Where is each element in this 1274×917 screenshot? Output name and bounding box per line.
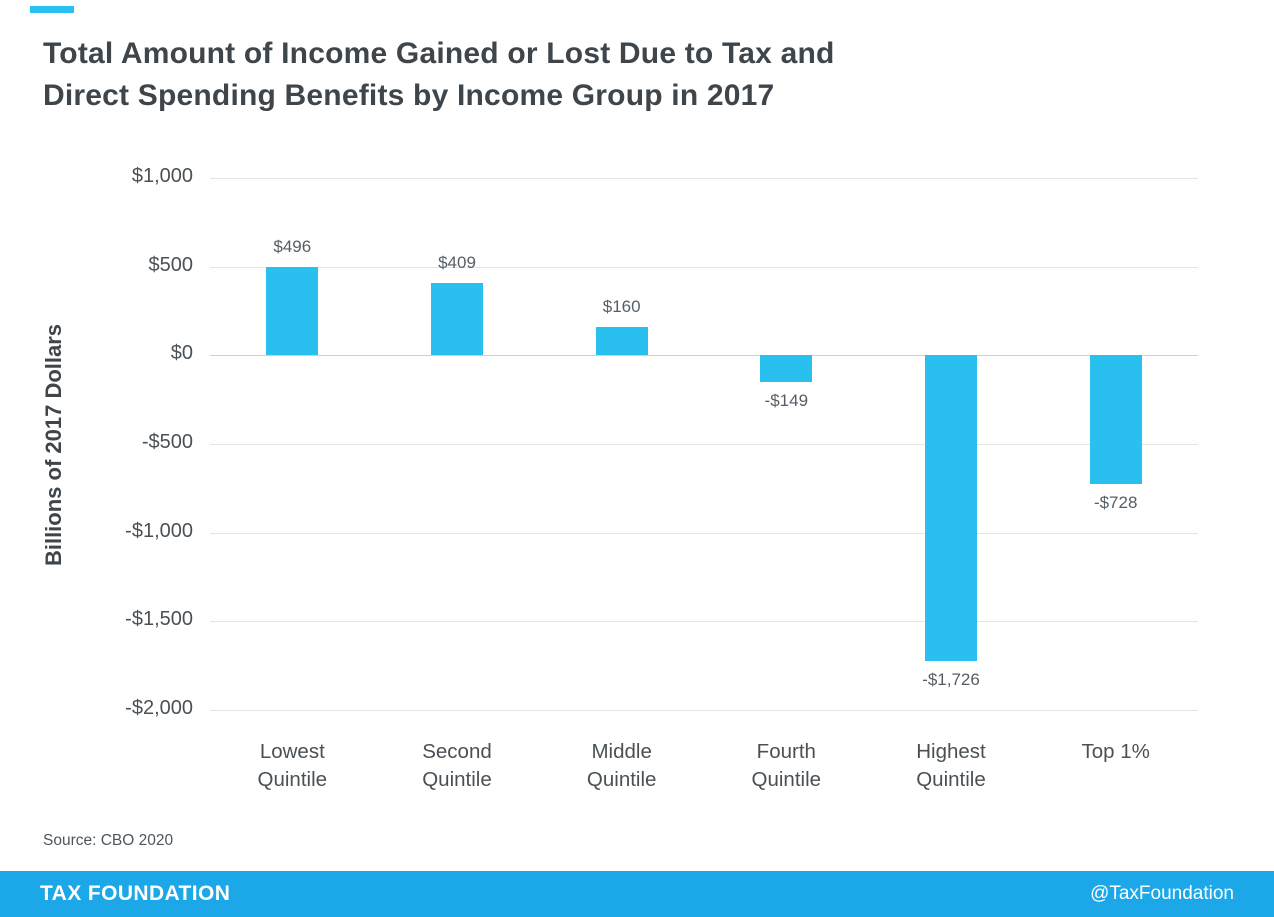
gridline <box>210 621 1198 623</box>
bar-value-label: -$149 <box>764 390 809 410</box>
bar-middle-quintile <box>595 327 648 356</box>
y-tick-label: $1,000 <box>131 165 193 187</box>
gridline <box>210 266 1198 268</box>
gridline <box>210 532 1198 534</box>
x-category-label: Highest Quintile <box>916 740 986 791</box>
gridline <box>210 444 1198 445</box>
bar-top-1 <box>1089 355 1142 485</box>
bar-second-quintile <box>431 282 483 356</box>
bar-value-label: -$728 <box>1093 493 1138 513</box>
bar-value-label: -$1,726 <box>922 670 980 690</box>
gridline <box>210 178 1198 179</box>
y-tick-label: -$1,500 <box>125 608 193 631</box>
y-tick-label: $0 <box>170 342 193 365</box>
x-category-label: Lowest Quintile <box>257 740 328 791</box>
zero-gridline <box>210 355 1198 357</box>
y-tick-label: $500 <box>148 253 194 276</box>
chart-title: Total Amount of Income Gained or Lost Du… <box>43 33 835 117</box>
top-accent-bar <box>30 6 74 13</box>
x-category-label: Middle Quintile <box>586 740 657 791</box>
footer-twitter-handle: @TaxFoundation <box>1090 883 1234 904</box>
plot-area: $1,000 $500 $0 -$500 -$1,000 -$1,500 -$2,000 $4… <box>125 165 1198 791</box>
y-tick-label: -$2,000 <box>125 697 193 719</box>
y-tick-label: -$1,000 <box>125 519 193 542</box>
x-category-label: Second Quintile <box>422 740 492 791</box>
gridline <box>210 710 1198 711</box>
bar-fourth-quintile <box>760 355 813 382</box>
bar-value-label: $160 <box>602 297 641 316</box>
bar-value-label: $496 <box>273 237 312 257</box>
bar-value-label: $409 <box>438 252 476 272</box>
y-axis-title: Billions of 2017 Dollars <box>41 323 66 567</box>
bar-highest-quintile <box>925 355 977 662</box>
footer-brand: TAX FOUNDATION <box>40 882 231 905</box>
y-tick-label: -$500 <box>141 431 193 453</box>
source-note: Source: CBO 2020 <box>43 832 174 849</box>
footer-bar: TAX FOUNDATION @TaxFoundation <box>0 871 1274 917</box>
chart-title-line1: Total Amount of Income Gained or Lost Du… <box>43 37 835 70</box>
x-category-label: Top 1% <box>1081 740 1150 763</box>
x-category-label: Fourth Quintile <box>751 740 822 791</box>
chart-title-line2: Direct Spending Benefits by Income Group… <box>43 79 775 112</box>
bar-lowest-quintile <box>266 267 319 356</box>
